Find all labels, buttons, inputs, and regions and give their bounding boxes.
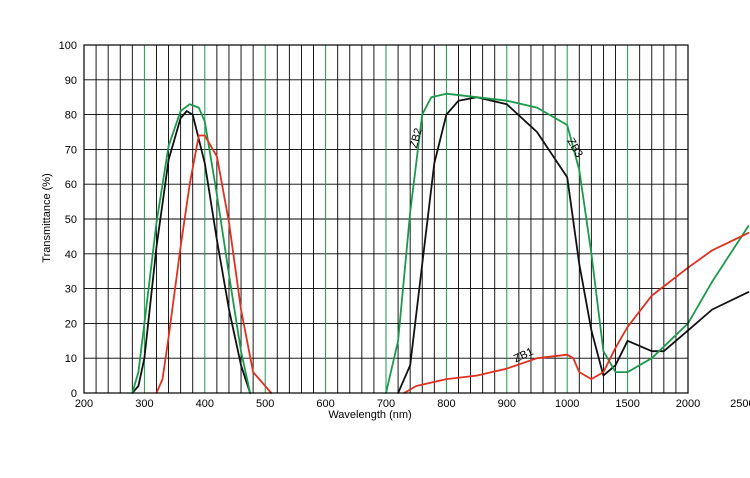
y-tick-label: 0 (71, 388, 77, 400)
x-tick-label: 1500 (615, 398, 639, 410)
x-tick-label: 500 (256, 398, 274, 410)
series-line (131, 92, 750, 394)
curve-label: ZB2 (408, 127, 425, 150)
grid (84, 45, 688, 393)
x-axis-title: Wavelength (nm) (328, 409, 411, 421)
y-tick-label: 10 (65, 353, 77, 365)
plot-frame (83, 44, 689, 394)
x-tick-label: 600 (316, 398, 334, 410)
x-tick-label: 2000 (676, 398, 700, 410)
y-tick-label: 80 (65, 110, 77, 122)
y-tick-label: 60 (65, 179, 77, 191)
x-tick-labels: 200 300 400 500 600 700 800 900 1000 1500 2000 2500 (75, 398, 750, 410)
y-tick-label: 20 (65, 318, 77, 330)
x-tick-label: 700 (377, 398, 395, 410)
x-tick-label: 1000 (555, 398, 579, 410)
curves (131, 92, 750, 394)
y-tick-label: 40 (65, 249, 77, 261)
x-tick-label: 800 (437, 398, 455, 410)
series-line (155, 134, 750, 394)
x-tick-label: 900 (498, 398, 516, 410)
x-tick-label: 200 (75, 398, 93, 410)
plot-border (83, 44, 689, 394)
y-tick-label: 70 (65, 144, 77, 156)
y-tick-label: 50 (65, 214, 77, 226)
y-tick-label: 30 (65, 284, 77, 296)
x-tick-label: 2500 (730, 398, 750, 410)
x-tick-label: 400 (196, 398, 214, 410)
y-axis-title: Transmittance (%) (41, 173, 53, 262)
y-tick-labels: 0 10 20 30 40 50 60 70 80 90 100 (59, 40, 77, 400)
series-line (131, 96, 750, 394)
x-tick-label: 300 (135, 398, 153, 410)
y-tick-label: 90 (65, 75, 77, 87)
y-tick-label: 100 (59, 40, 77, 52)
